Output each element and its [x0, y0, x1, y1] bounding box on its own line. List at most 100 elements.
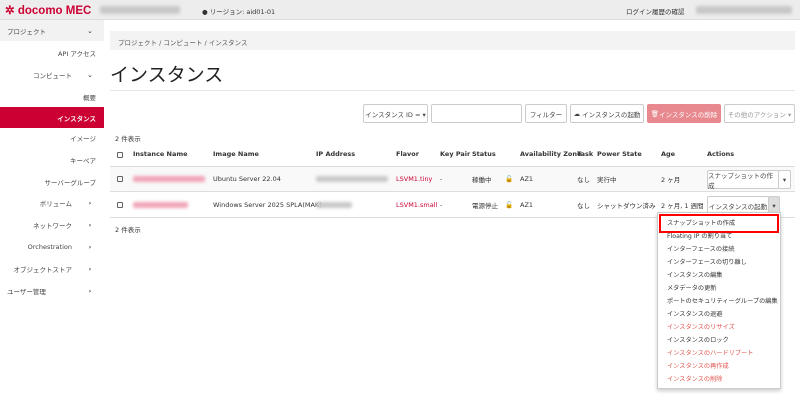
- sidebar-label: API アクセス: [57, 49, 96, 58]
- sidebar-label: サーバーグループ: [44, 178, 96, 187]
- sidebar-item-api-access[interactable]: API アクセス: [0, 42, 104, 63]
- key-pair: -: [440, 175, 443, 183]
- menu-item[interactable]: インターフェースの接続: [667, 246, 735, 253]
- filter-input[interactable]: [431, 104, 522, 123]
- sidebar-item-orchestration[interactable]: Orchestration ›: [0, 236, 104, 257]
- sidebar: プロジェクト ⌄ API アクセス コンピュート ⌄ 概要 インスタンス イメージ …: [0, 20, 104, 400]
- menu-item[interactable]: スナップショットの作成: [667, 220, 736, 227]
- menu-item[interactable]: Floating IP の割り当て: [667, 233, 733, 240]
- menu-item[interactable]: インスタンスのリサイズ: [667, 324, 735, 331]
- column-header[interactable]: Image Name: [213, 150, 259, 158]
- breadcrumb-compute[interactable]: コンピュート: [163, 39, 203, 47]
- image-name: Windows Server 2025 SPLA(MAK): [213, 201, 322, 209]
- column-header[interactable]: Status: [472, 150, 496, 158]
- region-selector[interactable]: ● リージョン: aid01-01: [202, 6, 275, 16]
- task: なし: [577, 202, 590, 210]
- power-state: 実行中: [597, 176, 617, 184]
- menu-item[interactable]: インスタンスのロック: [667, 337, 729, 344]
- top-bar: ✲ docomo MEC ● リージョン: aid01-01 ログイン履歴の確認: [0, 0, 800, 20]
- launch-instance-button[interactable]: ☁ インスタンスの起動: [570, 104, 644, 123]
- sidebar-label: キーペア: [70, 156, 96, 165]
- row-actions-dropdown: スナップショットの作成 Floating IP の割り当て インターフェースの接続イ…: [657, 212, 781, 389]
- title-divider: [110, 90, 795, 91]
- chevron-right-icon: ›: [88, 264, 92, 273]
- sidebar-item-instances[interactable]: インスタンス: [0, 107, 104, 128]
- table-row: Ubuntu Server 22.04 LSVM1.tiny - 稼働中 🔓 A…: [110, 167, 795, 192]
- cloud-upload-icon: ☁: [573, 109, 581, 118]
- caret-down-icon[interactable]: ▾: [778, 170, 791, 189]
- delete-instance-button[interactable]: 🗑 インスタンスの削除: [647, 104, 721, 123]
- item-count: 2 件表示: [115, 135, 141, 143]
- row-checkbox[interactable]: [117, 202, 123, 208]
- menu-item[interactable]: インターフェースの切り離し: [667, 259, 747, 266]
- sidebar-label: 概要: [83, 93, 96, 102]
- ip-address: [316, 202, 352, 208]
- row-action-button[interactable]: スナップショットの作成: [707, 170, 779, 190]
- menu-item[interactable]: メタデータの更新: [667, 285, 717, 292]
- header-divider: [110, 166, 795, 167]
- more-actions-button[interactable]: その他のアクション ▾: [724, 104, 795, 123]
- instance-name-link[interactable]: [133, 176, 205, 182]
- breadcrumb-instances: インスタンス: [208, 39, 248, 47]
- project-selector[interactable]: [100, 6, 180, 14]
- column-header[interactable]: Flavor: [396, 150, 419, 158]
- column-header[interactable]: Actions: [707, 150, 735, 158]
- sidebar-item-user-mgmt[interactable]: ユーザー管理 ›: [0, 280, 104, 301]
- select-all-checkbox[interactable]: [117, 152, 123, 158]
- status: 稼働中: [472, 176, 492, 184]
- trash-icon: 🗑: [650, 109, 659, 118]
- age: 2 ヶ月, 1 週間: [661, 202, 704, 210]
- ip-address: [316, 176, 388, 182]
- image-name: Ubuntu Server 22.04: [213, 175, 281, 183]
- sidebar-item-keypairs[interactable]: キーペア: [0, 149, 104, 170]
- row-checkbox[interactable]: [117, 176, 123, 182]
- chevron-down-icon: ⌄: [87, 70, 93, 79]
- instance-name-link[interactable]: [133, 202, 188, 208]
- sidebar-label: コンピュート: [33, 71, 72, 80]
- age: 2 ヶ月: [661, 176, 681, 184]
- sidebar-item-project[interactable]: プロジェクト ⌄: [0, 20, 104, 41]
- menu-item[interactable]: インスタンスの編集: [667, 272, 723, 279]
- filter-button[interactable]: フィルター: [525, 104, 567, 123]
- column-header[interactable]: Instance Name: [133, 150, 188, 158]
- user-menu[interactable]: [696, 6, 792, 14]
- sidebar-label: オブジェクトストア: [13, 265, 73, 274]
- column-header[interactable]: Availability Zone: [520, 150, 582, 158]
- page-title: インスタンス: [110, 64, 224, 86]
- flavor-link[interactable]: LSVM1.tiny: [396, 175, 433, 183]
- delete-label: インスタンスの削除: [659, 110, 718, 119]
- breadcrumb-separator: /: [204, 39, 207, 47]
- sidebar-item-server-groups[interactable]: サーバーグループ: [0, 171, 104, 192]
- sidebar-item-object-store[interactable]: オブジェクトストア ›: [0, 258, 104, 279]
- login-history-link[interactable]: ログイン履歴の確認: [626, 8, 685, 16]
- unlock-icon: 🔓: [505, 175, 514, 183]
- sidebar-item-images[interactable]: イメージ: [0, 127, 104, 148]
- sidebar-item-overview[interactable]: 概要: [0, 86, 104, 107]
- menu-item[interactable]: ポートのセキュリティーグループの編集: [667, 298, 778, 305]
- column-header[interactable]: Task: [577, 150, 594, 158]
- sidebar-label: イメージ: [70, 134, 96, 143]
- column-header[interactable]: Power State: [597, 150, 642, 158]
- menu-item[interactable]: インスタンスのハードリブート: [667, 350, 754, 357]
- status: 電源停止: [472, 202, 498, 210]
- region-label: リージョン: aid01-01: [209, 8, 276, 16]
- power-state: シャットダウン済み: [597, 202, 656, 210]
- unlock-icon: 🔓: [505, 201, 514, 209]
- column-header[interactable]: Key Pair: [440, 150, 471, 158]
- menu-item[interactable]: インスタンスの再作成: [667, 363, 729, 370]
- filter-field-select[interactable]: インスタンス ID = ▾: [363, 104, 428, 123]
- menu-item[interactable]: インスタンスの削除: [667, 376, 723, 383]
- task: なし: [577, 176, 590, 184]
- brand-logo[interactable]: ✲ docomo MEC: [5, 3, 91, 17]
- column-header[interactable]: Age: [661, 150, 676, 158]
- column-header[interactable]: IP Address: [316, 150, 356, 158]
- highlight-box: [659, 214, 779, 233]
- breadcrumb-project[interactable]: プロジェクト: [118, 39, 157, 47]
- flavor-link[interactable]: LSVM1.small: [396, 201, 438, 209]
- sidebar-item-volumes[interactable]: ボリューム ›: [0, 192, 104, 213]
- menu-item[interactable]: インスタンスの退避: [667, 311, 723, 318]
- sidebar-item-network[interactable]: ネットワーク ›: [0, 214, 104, 235]
- brand-text: docomo MEC: [17, 5, 92, 17]
- sidebar-item-compute[interactable]: コンピュート ⌄: [0, 64, 104, 85]
- sidebar-label: ネットワーク: [33, 221, 72, 230]
